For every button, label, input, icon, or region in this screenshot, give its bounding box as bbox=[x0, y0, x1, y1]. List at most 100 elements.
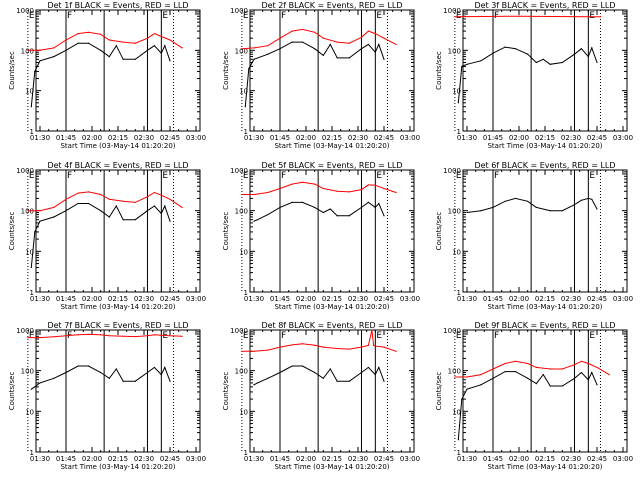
panel-det-4: Det 4f BLACK = Events, RED = LLD 1 10 100 10… bbox=[8, 161, 206, 311]
x-axis-label: Start Time (03-May-14 01:20:20) bbox=[274, 303, 389, 311]
chart-title: Det 5f BLACK = Events, RED = LLD bbox=[261, 161, 402, 170]
lld-rate-point bbox=[100, 193, 102, 196]
event-rate-point bbox=[256, 382, 259, 384]
event-rate-point bbox=[378, 43, 380, 46]
lld-rate-point bbox=[383, 37, 385, 39]
panel-det-5: Det 5f BLACK = Events, RED = LLD 1 10 100 10… bbox=[222, 161, 420, 311]
lld-rate-point bbox=[77, 32, 79, 35]
lld-rate-point bbox=[367, 344, 369, 346]
lld-rate-point bbox=[561, 368, 563, 370]
lld-rate-point bbox=[134, 335, 136, 338]
event-rate-point bbox=[348, 215, 350, 217]
event-rate-point bbox=[267, 377, 269, 379]
x-tick-label: 01:30 bbox=[244, 134, 264, 142]
x-tick-label: 03:00 bbox=[613, 295, 633, 303]
event-rate-point bbox=[535, 206, 537, 209]
lld-rate-point bbox=[596, 366, 598, 369]
x-axis-label: Start Time (03-May-14 01:20:20) bbox=[274, 463, 389, 471]
event-marker-label: F bbox=[494, 331, 499, 341]
event-rate-point bbox=[30, 106, 32, 108]
lld-rate-point bbox=[253, 350, 255, 352]
event-rate-point bbox=[244, 106, 246, 108]
x-tick-label: 01:30 bbox=[30, 134, 50, 142]
event-rate-point bbox=[549, 210, 551, 212]
event-rate-point bbox=[596, 61, 598, 64]
lld-rate-line bbox=[454, 15, 601, 18]
lld-rate-point bbox=[39, 210, 41, 212]
event-rate-point bbox=[360, 206, 363, 209]
event-rate-point bbox=[53, 377, 55, 379]
event-rate-point bbox=[360, 371, 363, 374]
event-rate-point bbox=[336, 380, 338, 382]
y-tick-label: 1000 bbox=[443, 7, 461, 15]
y-tick-label: 10 bbox=[239, 248, 248, 256]
event-rate-point bbox=[492, 52, 494, 54]
event-rate-point bbox=[527, 53, 529, 55]
event-rate-point bbox=[573, 204, 576, 206]
event-rate-point bbox=[115, 45, 117, 47]
event-rate-point bbox=[146, 371, 149, 374]
event-rate-point bbox=[591, 198, 593, 200]
x-tick-label: 01:30 bbox=[30, 455, 50, 463]
event-rate-point bbox=[134, 58, 136, 60]
event-rate-point bbox=[374, 51, 376, 53]
event-rate-point bbox=[573, 53, 576, 55]
lld-rate-point bbox=[169, 39, 171, 41]
lld-rate-point bbox=[374, 184, 376, 186]
lld-rate-point bbox=[374, 345, 376, 347]
event-rate-point bbox=[561, 385, 563, 387]
event-rate-point bbox=[253, 220, 255, 222]
event-rate-point bbox=[514, 48, 517, 50]
event-marker-label: E bbox=[456, 11, 462, 21]
x-tick-label: 01:45 bbox=[483, 455, 503, 463]
x-tick-label: 02:45 bbox=[587, 295, 607, 303]
y-tick-label: 1 bbox=[30, 128, 34, 136]
lld-rate-point bbox=[336, 347, 338, 350]
x-tick-label: 02:00 bbox=[296, 134, 316, 142]
y-tick-label: 1 bbox=[457, 289, 461, 297]
x-tick-label: 01:45 bbox=[270, 455, 290, 463]
lld-rate-point bbox=[301, 181, 304, 183]
lld-rate-point bbox=[153, 32, 155, 35]
chart-title: Det 7f BLACK = Events, RED = LLD bbox=[47, 321, 188, 330]
lld-rate-point bbox=[291, 30, 293, 32]
x-tick-label: 03:00 bbox=[400, 295, 420, 303]
event-rate-point bbox=[480, 384, 482, 386]
lld-rate-point bbox=[518, 15, 520, 17]
chart-title: Det 3f BLACK = Events, RED = LLD bbox=[474, 1, 615, 10]
y-tick-label: 100 bbox=[448, 47, 461, 55]
event-rate-point bbox=[383, 58, 385, 60]
lld-rate-point bbox=[535, 366, 537, 369]
x-tick-label: 02:30 bbox=[134, 455, 154, 463]
lld-rate-point bbox=[160, 35, 162, 38]
lld-rate-point bbox=[374, 32, 376, 35]
x-tick-label: 01:45 bbox=[483, 295, 503, 303]
lld-rate-point bbox=[87, 333, 90, 335]
lld-rate-point bbox=[108, 39, 110, 41]
lld-rate-point bbox=[348, 348, 350, 350]
event-rate-point bbox=[34, 386, 36, 388]
y-tick-label: 100 bbox=[21, 208, 34, 216]
y-axis-label: Counts/sec bbox=[222, 212, 230, 251]
event-rate-point bbox=[108, 377, 110, 379]
y-axis-label: Counts/sec bbox=[435, 212, 443, 251]
y-tick-label: 1000 bbox=[230, 327, 248, 335]
event-rate-point bbox=[527, 377, 529, 379]
x-tick-label: 02:00 bbox=[509, 295, 529, 303]
lld-rate-point bbox=[267, 45, 269, 47]
x-tick-label: 03:00 bbox=[400, 455, 420, 463]
x-tick-label: 02:00 bbox=[296, 295, 316, 303]
lld-rate-point bbox=[514, 360, 517, 362]
event-rate-point bbox=[115, 368, 117, 370]
event-rate-point bbox=[322, 211, 324, 214]
lld-rate-point bbox=[53, 47, 55, 49]
event-rate-point bbox=[480, 60, 482, 62]
y-axis-label: Counts/sec bbox=[435, 51, 443, 90]
event-rate-point bbox=[301, 41, 304, 43]
lld-rate-point bbox=[587, 362, 589, 365]
event-rate-point bbox=[153, 366, 155, 369]
y-tick-label: 100 bbox=[235, 208, 248, 216]
lld-rate-line bbox=[241, 28, 397, 50]
lld-rate-point bbox=[553, 15, 555, 18]
